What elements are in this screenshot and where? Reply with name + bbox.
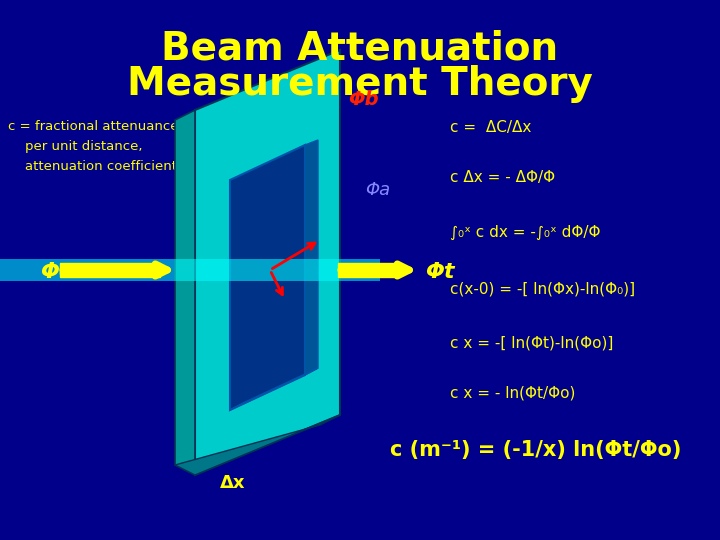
Polygon shape [175,110,195,475]
Text: per unit distance,: per unit distance, [8,140,143,153]
Text: c (m⁻¹) = (-1/x) ln(Φt/Φo): c (m⁻¹) = (-1/x) ln(Φt/Φo) [390,440,681,460]
Text: Beam Attenuation: Beam Attenuation [161,30,559,68]
FancyArrow shape [338,263,398,277]
Text: ∫₀ˣ c dx = -∫₀ˣ dΦ/Φ: ∫₀ˣ c dx = -∫₀ˣ dΦ/Φ [450,225,600,240]
Text: c Δx = - ΔΦ/Φ: c Δx = - ΔΦ/Φ [450,170,555,185]
Text: Measurement Theory: Measurement Theory [127,65,593,103]
Text: c = fractional attenuance: c = fractional attenuance [8,120,179,133]
Text: Δx: Δx [220,474,246,492]
Text: c x = - ln(Φt/Φo): c x = - ln(Φt/Φo) [450,385,575,400]
Bar [0,259,380,281]
Polygon shape [230,145,305,410]
Text: c(x-0) = -[ ln(Φx)-ln(Φ₀)]: c(x-0) = -[ ln(Φx)-ln(Φ₀)] [450,282,635,297]
Text: c =  ΔC/Δx: c = ΔC/Δx [450,120,531,135]
FancyArrow shape [60,263,160,277]
Polygon shape [195,50,340,475]
Polygon shape [305,140,318,375]
Polygon shape [175,415,340,475]
Text: Φo: Φo [40,262,74,282]
Text: Φt: Φt [425,262,454,282]
Text: Φb: Φb [348,90,379,109]
Polygon shape [230,368,318,410]
Text: c x = -[ ln(Φt)-ln(Φo)]: c x = -[ ln(Φt)-ln(Φo)] [450,335,613,350]
Text: Φa: Φa [365,181,390,199]
Text: attenuation coefficient: attenuation coefficient [8,160,177,173]
